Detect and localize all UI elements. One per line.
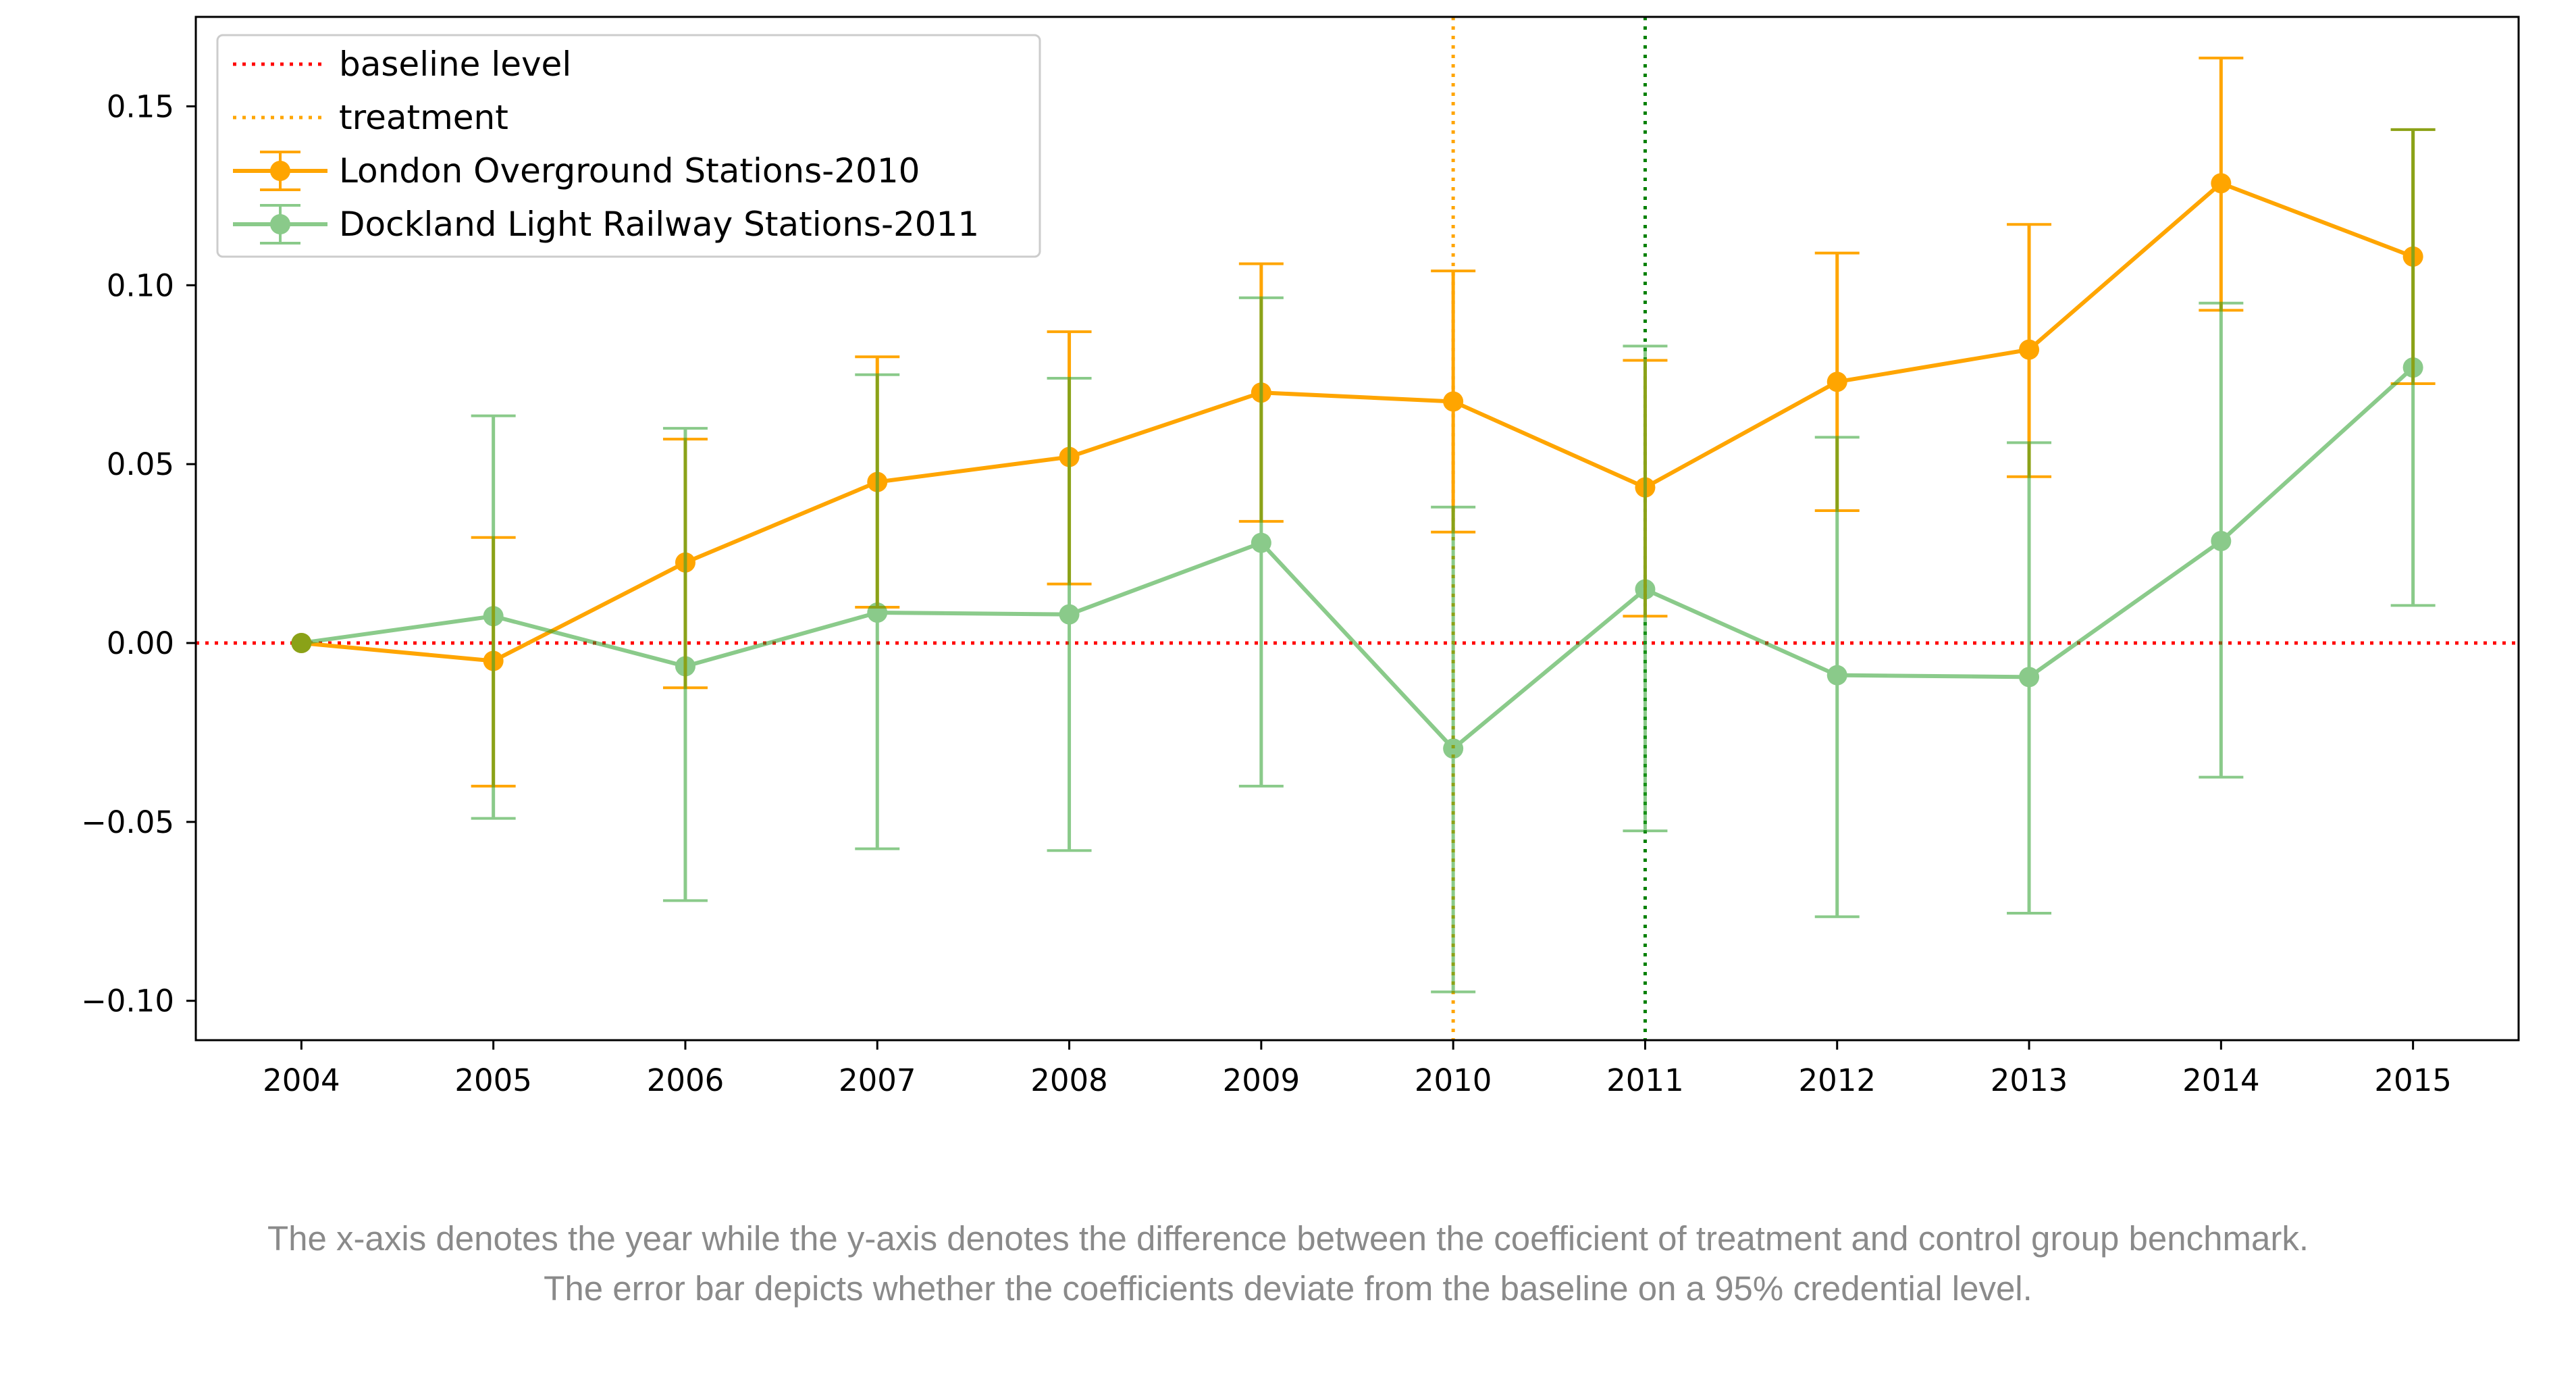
legend-label-2: treatment [339,98,508,137]
x-tick-label-2006: 2006 [647,1062,725,1098]
data-point-2-2013 [2019,667,2040,688]
x-tick-label-2004: 2004 [263,1062,340,1098]
series-2 [291,128,2436,994]
data-point-2-2006 [675,656,695,677]
y-tick-label-0: 0.15 [107,88,174,124]
data-point-2-2010 [1443,738,1464,759]
y-tick-label-5: −0.10 [81,983,174,1019]
caption-line-1: The x-axis denotes the year while the y-… [267,1219,2309,1258]
x-tick-label-2007: 2007 [839,1062,916,1098]
y-tick-label-1: 0.10 [107,267,174,303]
plot-area [196,17,2519,1040]
data-point-2-2012 [1826,665,1847,686]
x-axis: 2004 2005 2006 2007 2008 2009 2010 2011 2012 2013… [263,1040,2452,1098]
legend-label-4: Dockland Light Railway Stations-2011 [339,205,979,244]
y-tick-label-3: 0.00 [107,625,174,661]
x-tick-label-2015: 2015 [2374,1062,2452,1098]
y-axis: 0.15 0.10 0.05 0.00 −0.05 −0.10 [81,88,196,1019]
data-point-2-2015 [2402,357,2423,378]
legend-handle-series-1 [233,151,327,191]
data-point-1-2013 [2019,339,2040,360]
data-point-2-2005 [483,606,504,627]
x-tick-label-2014: 2014 [2182,1062,2260,1098]
data-point-2-2014 [2211,531,2232,552]
data-point-2-2011 [1635,579,1656,600]
legend-handle-marker-1 [270,161,290,181]
x-tick-label-2009: 2009 [1223,1062,1300,1098]
x-tick-label-2011: 2011 [1606,1062,1684,1098]
legend-label-1: baseline level [339,45,571,84]
data-point-2-2007 [867,602,888,623]
legend-handle-marker-2 [270,214,290,234]
data-point-2-2008 [1059,604,1080,625]
x-tick-label-2012: 2012 [1798,1062,1876,1098]
data-point-2-2004 [291,633,312,654]
x-tick-label-2010: 2010 [1415,1062,1492,1098]
event-study-chart: 2004 2005 2006 2007 2008 2009 2010 2011 2012 2013… [81,16,2520,1098]
x-tick-label-2005: 2005 [454,1062,532,1098]
x-tick-label-2013: 2013 [1991,1062,2068,1098]
y-tick-label-2: 0.05 [107,446,174,482]
data-point-1-2014 [2211,173,2232,194]
legend-box [216,34,1041,258]
x-tick-label-2008: 2008 [1030,1062,1108,1098]
caption-line-2: The error bar depicts whether the coeffi… [544,1269,2032,1308]
data-point-1-2012 [1826,371,1847,392]
y-tick-label-4: −0.05 [81,804,174,840]
legend: baseline level treatment London Overground… [216,34,1041,258]
data-point-2-2009 [1251,532,1271,553]
legend-label-3: London Overground Stations-2010 [339,151,920,190]
legend-handle-series-2 [233,204,327,245]
data-point-1-2010 [1443,391,1464,412]
series-line-2 [300,365,2415,751]
axes-frame [194,16,2520,1042]
series-line-1 [301,181,2414,663]
